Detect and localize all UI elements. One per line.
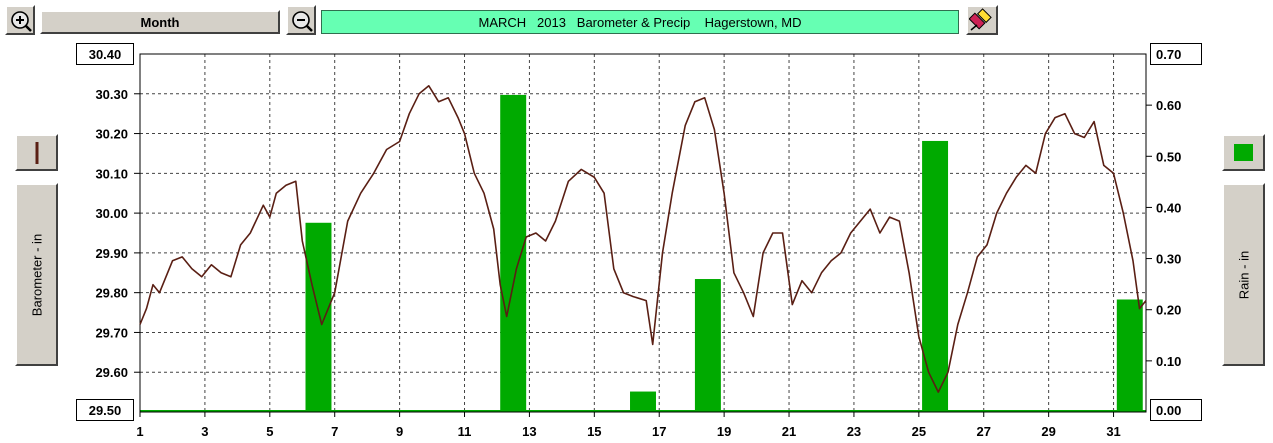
zoom-out-icon xyxy=(292,11,313,32)
barometer-tick-label: 30.30 xyxy=(95,87,128,102)
rain-min-box: 0.00 xyxy=(1150,399,1202,421)
day-tick-label: 21 xyxy=(782,424,796,439)
rain-bar xyxy=(694,279,721,412)
chart-title: MARCH 2013 Barometer & Precip Hagerstown… xyxy=(321,10,959,34)
day-tick-label: 11 xyxy=(458,424,472,439)
rain-bar xyxy=(1116,299,1143,412)
day-tick-label: 31 xyxy=(1106,424,1120,439)
rain-max-box: 0.70 xyxy=(1150,43,1202,65)
barometer-min-box: 29.50 xyxy=(76,399,134,421)
rain-tick-label: 0.50 xyxy=(1156,149,1181,164)
rain-bar xyxy=(305,222,332,412)
bar-swatch-icon xyxy=(1234,144,1253,161)
barometer-min-label: 29.50 xyxy=(88,402,122,418)
day-tick-label: 5 xyxy=(266,424,273,439)
zoom-out-button[interactable] xyxy=(286,5,316,35)
rain-tick-label: 0.40 xyxy=(1156,200,1181,215)
barometer-tick-label: 29.70 xyxy=(95,325,128,340)
barometer-legend-button[interactable] xyxy=(15,134,58,171)
barometer-max-box: 30.40 xyxy=(76,43,134,65)
day-tick-label: 3 xyxy=(201,424,208,439)
rain-tick-label: 0.20 xyxy=(1156,303,1181,318)
pen-tool-button[interactable] xyxy=(966,5,998,35)
barometer-tick-label: 30.10 xyxy=(95,166,128,181)
rain-axis-button[interactable]: Rain - in xyxy=(1222,183,1265,366)
day-tick-label: 23 xyxy=(847,424,861,439)
rain-bar xyxy=(922,140,949,412)
rain-tick-label: 0.30 xyxy=(1156,252,1181,267)
rain-bar xyxy=(500,94,527,413)
barometer-axis-button[interactable]: Barometer - in xyxy=(15,183,58,366)
plot-frame xyxy=(139,53,1147,413)
rain-legend-button[interactable] xyxy=(1222,134,1265,171)
pen-eraser-icon xyxy=(969,8,992,31)
day-tick-label: 27 xyxy=(977,424,991,439)
rain-bar xyxy=(630,391,656,412)
day-tick-label: 17 xyxy=(652,424,666,439)
line-swatch-icon xyxy=(35,142,39,164)
day-tick-label: 13 xyxy=(522,424,536,439)
rain-tick-label: 0.60 xyxy=(1156,98,1181,113)
day-tick-label: 29 xyxy=(1041,424,1055,439)
day-tick-label: 7 xyxy=(331,424,338,439)
barometer-line xyxy=(139,85,1147,393)
barometer-tick-label: 30.00 xyxy=(95,206,128,221)
day-tick-label: 25 xyxy=(912,424,926,439)
zoom-in-icon xyxy=(11,11,32,32)
zoom-in-button[interactable] xyxy=(5,5,35,35)
barometer-max-label: 30.40 xyxy=(88,46,122,62)
day-tick-label: 9 xyxy=(396,424,403,439)
barometer-tick-label: 29.80 xyxy=(95,286,128,301)
rain-max-label: 0.70 xyxy=(1156,46,1182,62)
day-tick-label: 1 xyxy=(136,424,143,439)
day-tick-label: 15 xyxy=(587,424,601,439)
rain-min-label: 0.00 xyxy=(1156,402,1182,418)
day-tick-label: 19 xyxy=(717,424,731,439)
rain-tick-label: 0.10 xyxy=(1156,354,1181,369)
barometer-tick-label: 30.20 xyxy=(95,127,128,142)
barometer-tick-label: 29.60 xyxy=(95,365,128,380)
barometer-tick-label: 29.90 xyxy=(95,246,128,261)
period-selector-button[interactable]: Month xyxy=(40,10,280,34)
